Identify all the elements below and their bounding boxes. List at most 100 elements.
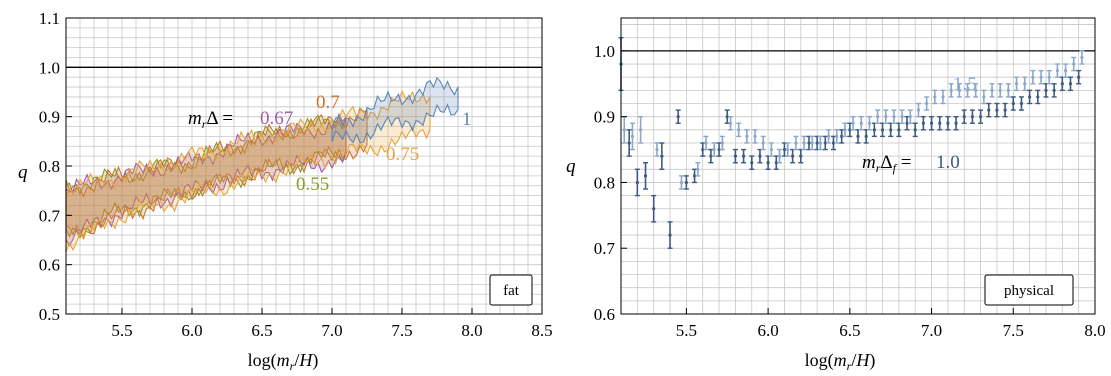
error-point-1.5 [703,135,709,151]
x-tick-label: 6.0 [181,321,202,340]
x-tick-label: 7.0 [321,321,342,340]
y-tick-label: 0.6 [39,256,60,275]
left-legend-box [489,274,533,306]
x-tick-label: 8.0 [461,321,482,340]
error-point-1.5 [711,142,717,157]
y-tick-label: 0.5 [39,305,60,324]
band-series-0.75 [65,89,431,253]
error-point-1.0 [643,162,649,190]
error-point-1.0 [945,115,951,131]
x-tick-label: 8.5 [531,321,552,340]
left-xtick-labels: 5.5 6.0 6.5 7.0 7.5 8.0 8.5 [111,321,552,340]
y-tick-label: 1.1 [39,9,60,28]
y-tick-label: 0.8 [594,173,615,192]
error-point-1.0 [1051,83,1057,98]
error-point-1.0 [675,109,681,124]
left-bands [65,76,459,253]
error-point-1.5 [826,129,832,144]
error-point-1.0 [847,122,853,138]
right-annotation-1-0: 1.0 [936,152,960,173]
error-point-1.0 [920,115,926,131]
error-point-1.5 [760,135,766,151]
error-point-1.5 [842,122,848,138]
error-point-1.5 [1014,76,1020,92]
error-point-1.5 [654,142,660,157]
left-annotation-prefix: mrΔ = [188,108,233,131]
left-annotation-0-55: 0.55 [296,174,329,195]
error-point-1.0 [880,122,886,138]
error-point-1.0 [986,102,992,118]
error-point-1.0 [961,109,967,124]
error-point-1.0 [773,155,779,170]
left-ytick-labels: 0.5 0.6 0.7 0.8 0.9 1.0 1.1 [39,9,61,324]
right-ticks [621,50,1096,315]
error-point-1.0 [781,142,787,157]
error-point-1.0 [912,122,918,138]
error-point-1.5 [1071,56,1077,72]
error-point-1.5 [744,129,750,144]
left-annotation-0-75: 0.75 [386,144,419,165]
error-point-1.5 [1038,69,1044,85]
error-point-1.0 [1027,89,1033,105]
error-point-1.0 [1076,69,1082,85]
left-annotation-1: 1 [462,109,472,130]
error-point-1.0 [1010,96,1016,111]
error-point-1.5 [932,89,938,105]
error-point-1.5 [1079,50,1085,65]
error-point-1.5 [883,109,889,124]
error-point-1.0 [863,129,869,144]
right-x-axis-label: log(mr/H) [805,350,876,373]
error-point-1.0 [724,109,730,124]
error-point-1.5 [736,122,742,138]
error-point-1.5 [858,115,864,131]
right-panel: 5.5 6.0 6.5 7.0 7.5 8.0 0.6 0.7 0.8 0.9 1.0 q log… [566,17,1106,373]
error-point-1.0 [651,194,657,223]
error-point-1.5 [915,102,921,118]
error-point-1.5 [997,83,1003,98]
error-point-1.0 [929,115,935,131]
error-point-1.5 [801,135,807,151]
x-tick-label: 6.0 [757,321,778,340]
x-tick-label: 5.5 [111,321,132,340]
error-point-1.5 [940,89,946,105]
error-point-1.5 [793,135,799,151]
error-point-1.0 [830,135,836,151]
left-legend-label: fat [503,283,520,299]
error-point-1.0 [749,155,755,170]
error-point-1.0 [1067,76,1073,92]
left-annotation-0-7: 0.7 [316,92,340,113]
error-point-1.5 [989,83,995,98]
left-ticks [66,17,543,315]
x-tick-label: 5.5 [676,321,697,340]
error-point-1.0 [692,168,698,184]
right-plot-frame [620,17,1096,315]
x-tick-label: 7.5 [1003,321,1024,340]
y-tick-label: 0.9 [39,108,60,127]
error-point-1.0 [978,109,984,124]
error-point-1.0 [937,115,943,131]
error-point-1.0 [667,221,673,249]
error-point-1.5 [973,83,979,98]
y-tick-label: 0.8 [39,157,60,176]
error-point-1.0 [953,115,959,131]
error-point-1.0 [1018,96,1024,111]
error-point-1.5 [638,115,644,144]
right-grid [620,18,1096,315]
error-point-1.5 [695,162,701,177]
error-point-1.5 [719,135,725,151]
error-point-1.0 [716,142,722,157]
error-point-1.5 [1005,83,1011,98]
error-point-1.0 [994,102,1000,118]
error-point-1.5 [850,115,856,131]
error-point-1.5 [981,89,987,105]
error-point-1.0 [1059,76,1065,92]
x-tick-label: 6.5 [839,321,860,340]
right-y-axis-label: q [566,156,576,177]
left-panel: 5.5 6.0 6.5 7.0 7.5 8.0 8.5 0.5 0.6 0.7 0.8 0.9 1.0… [18,9,553,373]
x-tick-label: 8.0 [1084,321,1105,340]
error-point-1.0 [683,175,689,190]
error-point-1.0 [822,135,828,151]
error-point-1.5 [1054,63,1060,78]
error-point-1.0 [757,148,763,164]
error-point-1.0 [1002,102,1008,118]
